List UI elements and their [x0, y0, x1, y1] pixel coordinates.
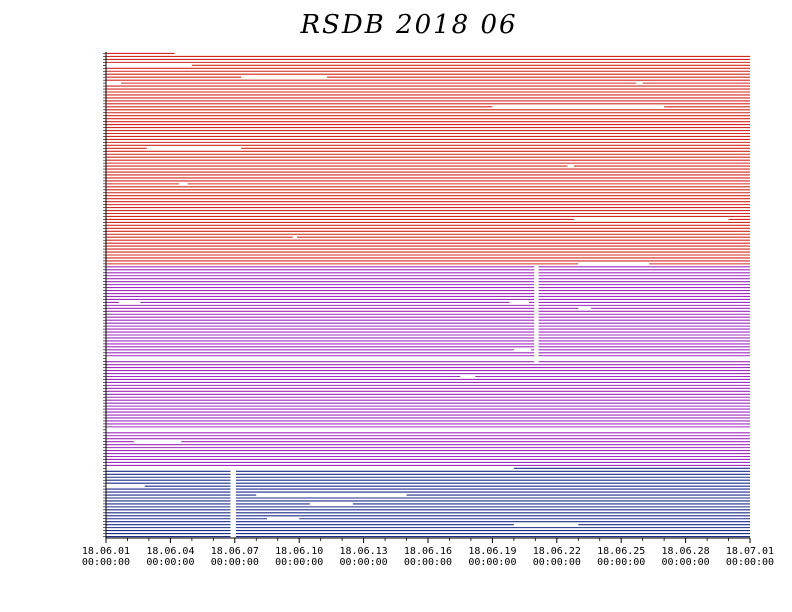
data-gap-25	[513, 523, 579, 527]
data-gap-6	[146, 146, 242, 150]
data-gap-16	[106, 357, 750, 361]
x-tick-label-date-6: 18.06.19	[468, 546, 516, 557]
vertical-gap-1	[534, 265, 539, 364]
data-gap-17	[460, 375, 476, 378]
data-gap-19	[133, 440, 182, 444]
data-gap-24	[267, 517, 300, 521]
x-tick-label-time-9: 00:00:00	[662, 557, 710, 568]
data-gap-12	[118, 301, 141, 304]
data-gap-9	[573, 218, 729, 221]
x-tick-label-time-8: 00:00:00	[597, 557, 645, 568]
data-gap-8	[178, 182, 188, 186]
data-gap-2	[241, 75, 328, 79]
data-gap-11	[578, 262, 650, 266]
x-tick-label-time-2: 00:00:00	[211, 557, 259, 568]
x-tick-label-time-10: 00:00:00	[726, 557, 774, 568]
data-gap-21	[106, 484, 145, 488]
data-gap-20	[106, 466, 514, 470]
data-gap-14	[578, 306, 592, 310]
data-gap-1	[106, 63, 192, 67]
x-tick-label-time-4: 00:00:00	[340, 557, 388, 568]
x-tick-label-date-2: 18.06.07	[211, 546, 259, 557]
x-tick-label-time-5: 00:00:00	[404, 557, 452, 568]
vertical-gap-0	[230, 466, 236, 538]
x-tick-label-time-1: 00:00:00	[146, 557, 194, 568]
x-tick-label-date-5: 18.06.16	[404, 546, 452, 557]
x-tick-label-time-7: 00:00:00	[533, 557, 581, 568]
x-tick-label-date-8: 18.06.25	[597, 546, 645, 557]
data-gap-4	[636, 81, 643, 85]
data-gap-13	[509, 301, 529, 304]
x-tick-label-time-0: 00:00:00	[82, 557, 130, 568]
x-tick-label-date-9: 18.06.28	[662, 546, 710, 557]
data-gap-10	[292, 235, 298, 239]
x-tick-label-date-7: 18.06.22	[533, 546, 581, 557]
x-tick-label-date-4: 18.06.13	[340, 546, 388, 557]
data-gap-5	[492, 105, 665, 109]
x-tick-label-date-3: 18.06.10	[275, 546, 323, 557]
data-gap-3	[106, 81, 122, 85]
x-tick-label-date-0: 18.06.01	[82, 546, 130, 557]
x-tick-label-date-10: 18.07.01	[726, 546, 774, 557]
data-gap-18	[106, 428, 750, 432]
data-gap-23	[309, 502, 353, 506]
chart-title: RSDB 2018 06	[300, 10, 518, 40]
x-tick-label-date-1: 18.06.04	[146, 546, 194, 557]
x-tick-label-time-6: 00:00:00	[468, 557, 516, 568]
data-gap-0	[174, 52, 750, 55]
data-gap-15	[513, 348, 532, 352]
data-gap-7	[567, 164, 574, 168]
x-tick-label-time-3: 00:00:00	[275, 557, 323, 568]
data-gap-22	[256, 493, 407, 497]
